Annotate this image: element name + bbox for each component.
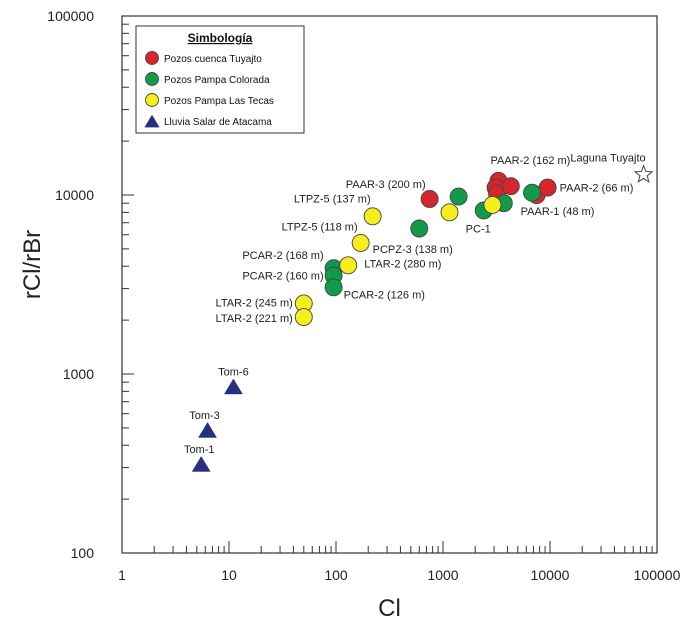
legend-entry-label: Pozos Pampa Las Tecas [164,96,274,107]
legend-marker [145,51,159,65]
legend-entries: Pozos cuenca Tuyajto Pozos Pampa Colorada… [144,51,274,128]
data-point [351,233,370,252]
data-point [294,308,313,327]
data-point-triangle [198,422,217,438]
legend-entry-label: Pozos cuenca Tuyajto [164,54,262,65]
x-tick-label: 1000 [427,567,458,583]
data-points [191,164,654,472]
data-point [483,195,502,214]
data-point-star [633,164,654,184]
legend-box [135,25,305,134]
data-point [363,207,382,226]
y-tick-label: 100 [71,545,95,561]
y-axis-title: rCl/rBr [19,230,46,299]
data-point [523,183,542,202]
data-point [501,177,520,196]
plot-frame [121,15,658,554]
point-label: LTPZ-5 (137 m) [294,193,371,205]
legend-entry-label: Pozos Pampa Colorada [164,75,270,86]
y-tick-label: 1000 [63,366,94,382]
data-point-triangle [191,456,211,472]
y-tick-label: 10000 [55,187,94,203]
x-tick-label: 10 [221,567,237,583]
legend-title: Simbología [188,31,253,45]
point-label: Tom-1 [184,444,215,456]
data-point [324,278,343,297]
point-label: PAAR-1 (48 m) [521,206,595,218]
x-tick-label: 100 [324,567,348,583]
data-point [538,178,557,197]
x-tick-label: 100000 [634,567,681,583]
point-label: PAAR-3 (200 m) [346,179,426,191]
legend-entry-label: Lluvia Salar de Atacama [164,117,272,128]
tick-labels: 1 10 100 1000 10000 100000 100 1000 10000 100000 [47,8,680,583]
x-axis-title: Cl [378,595,401,622]
legend-marker-triangle [144,114,160,128]
point-label: PCPZ-3 (138 m) [373,244,453,256]
point-label: PAAR-2 (66 m) [560,183,634,195]
point-label: PAAR-2 (162 m) [490,155,570,167]
point-label: PCAR-2 (160 m) [242,271,323,283]
legend-marker [145,93,159,107]
point-label: PCAR-2 (126 m) [344,289,425,301]
point-label: Tom-3 [189,410,220,422]
point-label: LTAR-2 (280 m) [364,258,441,270]
point-labels: PAAR-3 (200 m) PAAR-2 (162 m) PAAR-1 (48 m… [184,153,646,456]
data-point [420,190,439,208]
data-point [440,203,459,222]
data-point-triangle [223,378,243,395]
annotation-label: LTPZ-5 (118 m) [282,221,358,233]
point-label: PCAR-2 (168 m) [242,250,323,262]
legend: Simbología Pozos cuenca Tuyajto Pozos Pam… [135,25,305,134]
x-tick-label: 10000 [531,567,570,583]
point-label: Laguna Tuyajto [570,153,645,165]
data-point [410,219,429,238]
legend-marker [145,72,159,86]
point-label: Tom-6 [218,367,249,379]
x-tick-label: 1 [118,567,126,583]
data-point [449,187,468,206]
point-label: PC-1 [466,223,491,235]
data-point [339,256,358,275]
point-label: LTAR-2 (245 m) [216,297,293,309]
y-tick-label: 100000 [47,8,94,24]
point-label: LTAR-2 (221 m) [216,313,293,325]
